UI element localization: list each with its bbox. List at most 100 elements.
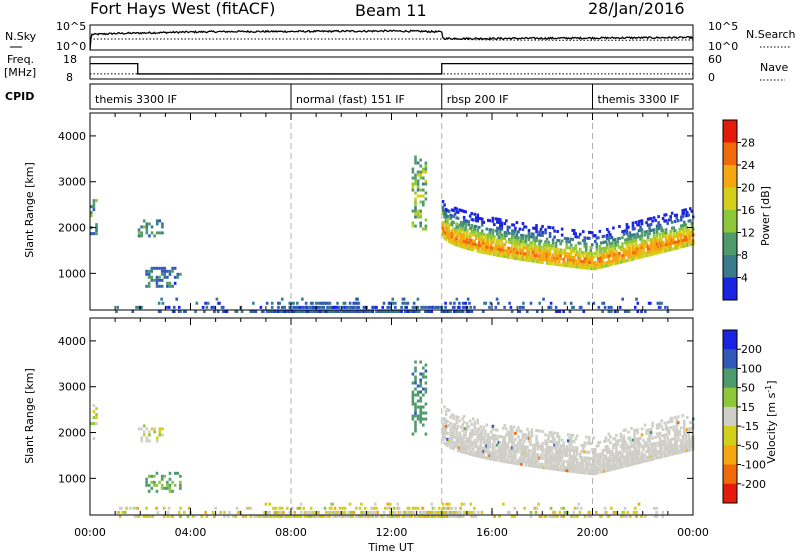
data-cell bbox=[155, 489, 159, 493]
data-cell bbox=[158, 278, 161, 282]
data-cell bbox=[465, 448, 469, 452]
data-cell bbox=[473, 233, 477, 237]
data-cell bbox=[645, 221, 648, 225]
data-cell bbox=[559, 251, 562, 255]
data-cell bbox=[604, 264, 608, 268]
data-cell bbox=[559, 248, 562, 252]
data-cell bbox=[518, 438, 522, 442]
data-cell bbox=[538, 444, 541, 448]
data-cell bbox=[642, 239, 645, 243]
data-cell bbox=[619, 465, 623, 469]
data-cell bbox=[133, 506, 137, 510]
data-cell bbox=[497, 235, 501, 239]
data-cell bbox=[473, 245, 477, 249]
data-cell bbox=[663, 246, 666, 250]
data-cell bbox=[540, 310, 544, 313]
data-cell bbox=[517, 239, 520, 243]
data-cell bbox=[684, 235, 688, 239]
data-cell bbox=[485, 242, 489, 246]
colorbar-tick-label: -15 bbox=[741, 420, 759, 433]
data-cell bbox=[560, 251, 564, 255]
data-cell bbox=[514, 253, 517, 257]
data-cell bbox=[480, 510, 484, 514]
data-cell bbox=[592, 267, 596, 271]
data-cell bbox=[660, 440, 663, 444]
data-cell bbox=[655, 233, 659, 237]
data-cell bbox=[634, 446, 638, 450]
data-cell bbox=[557, 257, 561, 261]
data-cell bbox=[482, 241, 486, 245]
data-cell bbox=[473, 450, 477, 454]
data-cell bbox=[496, 220, 499, 224]
data-cell bbox=[446, 510, 450, 514]
time-tick-label: 08:00 bbox=[275, 526, 307, 539]
data-cell bbox=[219, 510, 222, 514]
data-cell bbox=[494, 428, 498, 432]
data-cell bbox=[411, 402, 415, 406]
data-cell bbox=[456, 243, 460, 247]
data-cell bbox=[600, 247, 603, 251]
data-cell bbox=[568, 261, 571, 265]
data-cell bbox=[176, 275, 180, 279]
data-cell bbox=[474, 225, 478, 229]
data-cell bbox=[597, 305, 601, 309]
data-cell bbox=[327, 310, 331, 313]
data-cell bbox=[514, 452, 517, 456]
data-cell bbox=[511, 449, 514, 453]
data-cell bbox=[526, 460, 529, 464]
data-cell bbox=[444, 210, 448, 214]
data-cell bbox=[627, 463, 630, 467]
data-cell bbox=[684, 223, 688, 227]
data-cell bbox=[468, 214, 472, 218]
data-cell bbox=[651, 249, 654, 253]
data-cell bbox=[571, 469, 574, 473]
data-cell bbox=[634, 253, 638, 257]
data-cell bbox=[630, 462, 633, 466]
data-cell bbox=[622, 446, 626, 450]
data-cell bbox=[609, 263, 612, 267]
data-cell bbox=[524, 234, 528, 238]
data-cell bbox=[376, 515, 380, 518]
data-cell bbox=[388, 305, 392, 309]
data-cell bbox=[574, 259, 578, 263]
data-cell bbox=[657, 215, 660, 219]
data-cell bbox=[452, 239, 455, 243]
data-cell bbox=[411, 221, 415, 225]
data-cell bbox=[405, 305, 408, 309]
data-cell bbox=[316, 310, 319, 313]
data-cell bbox=[538, 301, 542, 305]
data-cell bbox=[601, 464, 605, 468]
data-cell bbox=[569, 264, 573, 268]
data-cell bbox=[465, 439, 469, 443]
data-cell bbox=[416, 297, 420, 301]
data-cell bbox=[424, 402, 428, 406]
data-cell bbox=[493, 440, 496, 444]
data-cell bbox=[505, 448, 508, 452]
data-cell bbox=[594, 240, 597, 244]
data-cell bbox=[466, 297, 470, 301]
data-cell bbox=[597, 471, 600, 475]
data-cell bbox=[545, 261, 549, 265]
data-cell bbox=[574, 449, 578, 453]
colorbar-swatch bbox=[723, 142, 737, 166]
data-cell bbox=[453, 206, 457, 210]
data-cell bbox=[455, 436, 458, 440]
data-cell bbox=[559, 447, 562, 451]
data-cell bbox=[630, 242, 633, 246]
data-cell bbox=[411, 414, 415, 418]
data-cell bbox=[687, 436, 691, 440]
data-cell bbox=[658, 244, 662, 248]
data-cell bbox=[566, 246, 570, 250]
data-cell bbox=[414, 369, 417, 373]
data-cell bbox=[499, 441, 502, 445]
data-cell bbox=[491, 246, 495, 250]
data-cell bbox=[688, 237, 692, 241]
data-cell bbox=[586, 462, 590, 466]
data-cell bbox=[657, 245, 660, 249]
cpid-segment-label: normal (fast) 151 IF bbox=[296, 93, 405, 106]
data-cell bbox=[613, 467, 617, 471]
data-cell bbox=[628, 460, 632, 464]
data-cell bbox=[587, 471, 591, 475]
data-cell bbox=[467, 425, 470, 429]
data-cell bbox=[461, 444, 464, 448]
